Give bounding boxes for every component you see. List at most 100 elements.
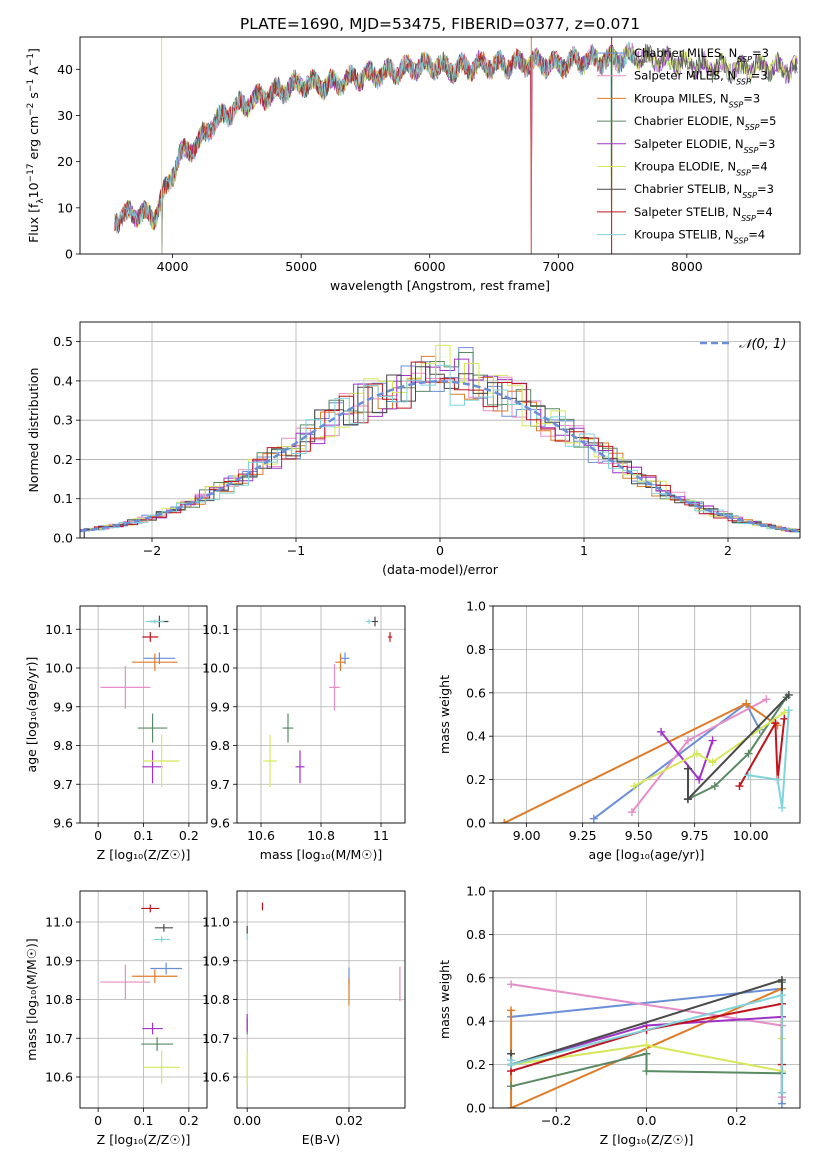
y-tick-label: 20	[57, 154, 73, 169]
y-tick-label: 10.1	[45, 622, 73, 637]
y-tick-label: 30	[57, 108, 73, 123]
point-kroupa-stelib	[153, 936, 170, 943]
series-marker	[762, 695, 771, 704]
point-chabrier-elodie	[137, 713, 168, 743]
series-marker	[708, 758, 717, 767]
plot-area	[80, 606, 207, 823]
panel-age-vs-mass: 10.6 10.8 11 9.6 9.7 9.8 9.9 10.0 10.1 mass [log₁…	[202, 605, 406, 862]
plot-area	[80, 891, 207, 1108]
x-tick-label: 9.00	[513, 828, 541, 843]
plot-area	[114, 37, 798, 254]
series-marker	[780, 714, 789, 723]
point-salpeter-miles	[100, 964, 151, 1000]
x-tick-label: 7000	[542, 259, 574, 274]
panel-mass-vs-EBV: 0.00 0.02 10.6 10.7 10.8 10.9 11.0 E(B-V)	[202, 890, 406, 1147]
series-marker	[773, 775, 782, 784]
legend-label: Kroupa MILES, NSSP=3	[634, 91, 760, 109]
x-tick-label: 2	[724, 543, 732, 558]
series-line	[510, 987, 783, 1108]
y-tick-label: 9.8	[53, 738, 73, 753]
x-tick-label: 11	[373, 828, 389, 843]
legend-label: Salpeter ELODIE, NSSP=3	[634, 137, 775, 155]
y-tick-label: 10.8	[45, 992, 73, 1007]
plot-area	[237, 606, 405, 823]
point-chabrier-stelib	[154, 923, 173, 932]
series-marker	[507, 980, 516, 989]
x-axis-label: mass [log₁₀(M/M☉)]	[260, 847, 382, 862]
x-tick-label: 10.6	[247, 828, 275, 843]
series-salpeter-miles	[627, 695, 771, 817]
legend-label: Chabrier ELODIE, NSSP=5	[634, 114, 776, 132]
x-tick-label: 0.2	[179, 828, 199, 843]
x-tick-label: 0	[436, 543, 444, 558]
axes-frame	[79, 321, 801, 539]
y-tick-label: 10.0	[202, 661, 230, 676]
axes-frame	[492, 605, 801, 824]
y-tick-label: 0.2	[466, 1057, 486, 1072]
point-kroupa-stelib	[366, 619, 372, 624]
y-tick-label: 0	[65, 247, 73, 262]
point-kroupa-miles	[132, 969, 178, 984]
y-tick-label: 10.1	[202, 622, 230, 637]
y-axis-label: Normed distribution	[26, 368, 41, 493]
x-axis-label: wavelength [Angstrom, rest frame]	[330, 278, 550, 293]
series-chabrier-stelib	[683, 690, 793, 804]
legend-label: Kroupa ELODIE, NSSP=4	[634, 160, 768, 178]
legend: Chabrier MILES, NSSP=3 Salpeter MILES, NS…	[597, 46, 776, 245]
series-marker	[683, 736, 692, 745]
x-tick-label: 1	[580, 543, 588, 558]
series-marker	[642, 1049, 651, 1058]
x-axis-label: Z [log₁₀(Z/Z☉)]	[97, 1132, 191, 1147]
x-axis-label: Z [log₁₀(Z/Z☉)]	[97, 847, 191, 862]
y-tick-label: 1.0	[466, 599, 486, 614]
series-marker	[683, 795, 692, 804]
y-tick-label: 0.3	[53, 413, 73, 428]
y-tick-label: 40	[57, 62, 73, 77]
point-kroupa-elodie	[143, 734, 180, 788]
series-marker	[589, 814, 598, 823]
panel-spectrum: 4000 5000 6000 7000 8000 0 10 20 30 40 wavelength …	[26, 36, 801, 293]
legend-label: Chabrier STELIB, NSSP=3	[634, 182, 774, 200]
y-tick-label: 9.7	[53, 777, 73, 792]
y-tick-label: 10.0	[45, 661, 73, 676]
y-tick-label: 0.5	[53, 334, 73, 349]
point-salpeter-stelib	[141, 904, 160, 913]
y-tick-label: 9.9	[53, 699, 73, 714]
series-marker	[744, 749, 753, 758]
point-kroupa-elodie	[143, 1050, 180, 1084]
series-marker	[710, 782, 719, 791]
y-tick-label: 10.7	[202, 1031, 230, 1046]
x-tick-label: 0	[94, 1113, 102, 1128]
x-tick-label: 8000	[671, 259, 703, 274]
series-line	[660, 731, 714, 782]
histogram-salpeter-stelib	[80, 361, 800, 538]
y-tick-label: 0.6	[466, 685, 486, 700]
y-tick-label: 0.6	[466, 970, 486, 985]
y-axis-label: Flux [fλ10−17 erg cm−2 s−1 A−1]	[26, 48, 46, 243]
series-marker	[507, 1006, 516, 1015]
series-line	[503, 702, 779, 823]
y-tick-label: 0.8	[466, 927, 486, 942]
x-tick-label: 10.00	[733, 828, 769, 843]
x-tick-label: 0.2	[179, 1113, 199, 1128]
series-marker	[507, 1104, 516, 1108]
point-kroupa-miles	[335, 653, 346, 671]
panel-age-vs-Z: 0 0.1 0.2 9.6 9.7 9.8 9.9 10.0 10.1 Z [log₁₀(Z/Z☉…	[24, 605, 208, 862]
y-tick-label: 0.8	[466, 642, 486, 657]
x-tick-label: 0.00	[233, 1113, 261, 1128]
y-tick-label: 9.6	[210, 816, 230, 831]
y-tick-label: 0.2	[53, 452, 73, 467]
y-axis-label: age [log₁₀(age/yr)]	[24, 657, 39, 773]
series-marker	[778, 803, 787, 812]
x-tick-label: 6000	[414, 259, 446, 274]
series-kroupa-stelib	[507, 991, 786, 1097]
x-tick-label: 0.1	[134, 828, 154, 843]
series-marker	[692, 749, 701, 758]
spectrum-line-kroupa-stelib	[114, 41, 636, 254]
x-tick-label: −2	[143, 543, 161, 558]
y-tick-label: 0.4	[53, 373, 73, 388]
series-salpeter-stelib	[735, 714, 789, 791]
x-axis-label: Z [log₁₀(Z/Z☉)]	[600, 1132, 694, 1147]
series-marker	[777, 991, 786, 1000]
point-salpeter-stelib	[387, 632, 393, 642]
